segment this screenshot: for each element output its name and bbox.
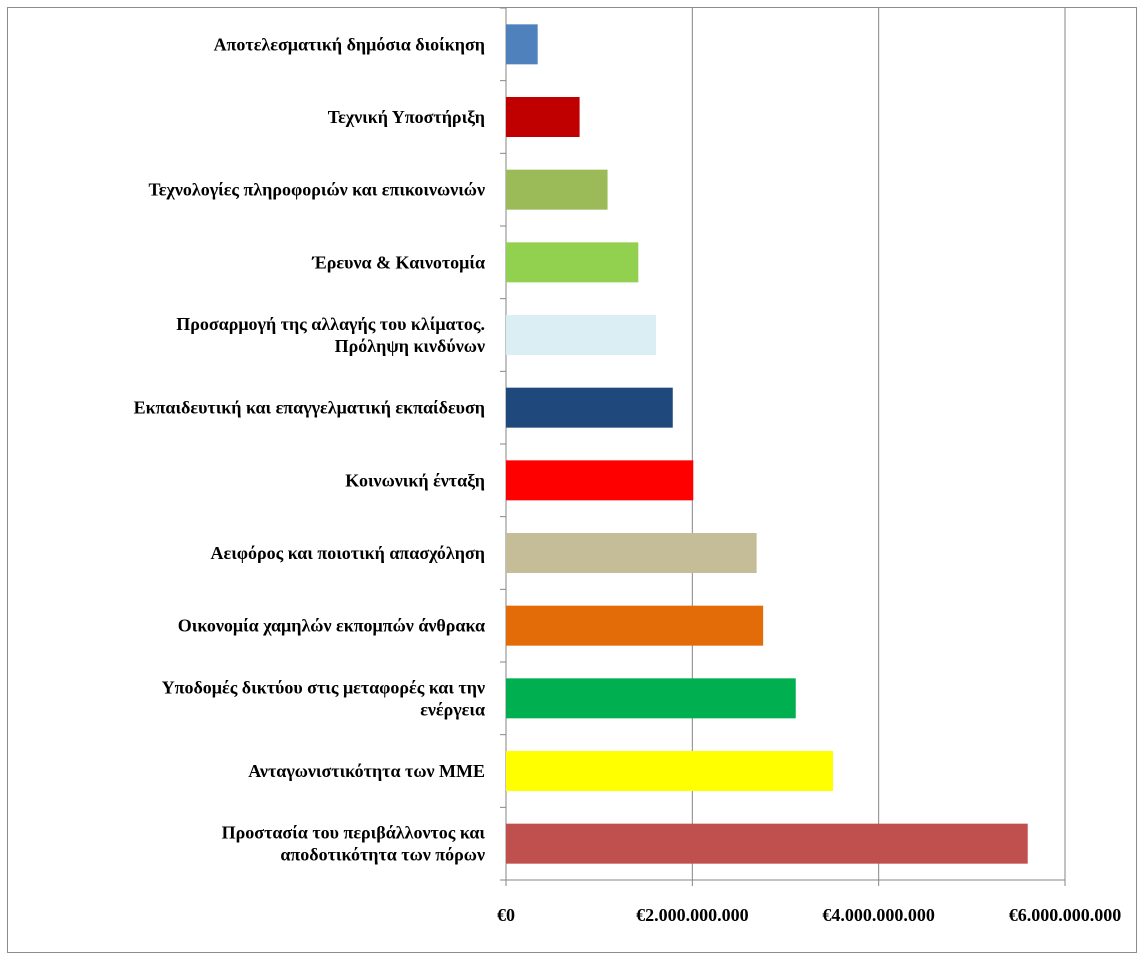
bar-2 [506, 169, 608, 210]
x-tick-label-2: €4.000.000.000 [822, 905, 935, 925]
bar-10 [506, 751, 834, 791]
bar-6 [506, 460, 694, 501]
category-label-5: Εκπαιδευτική και επαγγελματική εκπαίδευσ… [134, 398, 485, 418]
category-label-11-line-1: αποδοτικότητα των πόρων [280, 845, 485, 865]
category-label-7: Αειφόρος και ποιοτική απασχόληση [211, 543, 485, 563]
x-tick-label-3: €6.000.000.000 [1009, 905, 1122, 925]
bar-1 [506, 97, 580, 137]
bar-8 [506, 605, 764, 646]
bar-9 [506, 678, 796, 719]
category-label-3: Έρευνα & Καινοτομία [311, 252, 485, 272]
category-label-9-line-1: ενέργεια [420, 699, 485, 719]
x-tick-label-1: €2.000.000.000 [636, 905, 749, 925]
category-label-10: Ανταγωνιστικότητα των ΜΜΕ [248, 761, 485, 781]
x-tick-label-0: €0 [497, 905, 515, 925]
category-label-6: Κοινωνική ένταξη [345, 470, 485, 491]
category-label-2: Τεχνολογίες πληροφοριών και επικοινωνιών [148, 180, 485, 200]
bar-0 [506, 24, 538, 65]
chart-frame: Αποτελεσματική δημόσια διοίκηση Τεχνική Υ… [7, 7, 1137, 953]
category-label-0: Αποτελεσματική δημόσια διοίκηση [214, 34, 485, 54]
category-label-4-line-0: Προσαρμογή της αλλαγής του κλίματος. [176, 314, 485, 334]
bar-chart: Αποτελεσματική δημόσια διοίκηση Τεχνική Υ… [134, 8, 1122, 925]
category-label-8: Οικονομία χαμηλών εκπομπών άνθρακα [178, 616, 485, 636]
bar-4 [506, 315, 656, 355]
bar-7 [506, 533, 757, 573]
bar-5 [506, 387, 673, 428]
bar-3 [506, 242, 639, 283]
category-label-9-line-0: Υποδομές δικτύου στις μεταφορές και την [162, 677, 485, 697]
category-label-11-line-0: Προστασία του περιβάλλοντος και [222, 823, 486, 843]
bar-11 [506, 823, 1028, 864]
category-label-4-line-1: Πρόληψη κινδύνων [335, 336, 485, 356]
category-label-1: Τεχνική Υποστήριξη [328, 107, 485, 128]
